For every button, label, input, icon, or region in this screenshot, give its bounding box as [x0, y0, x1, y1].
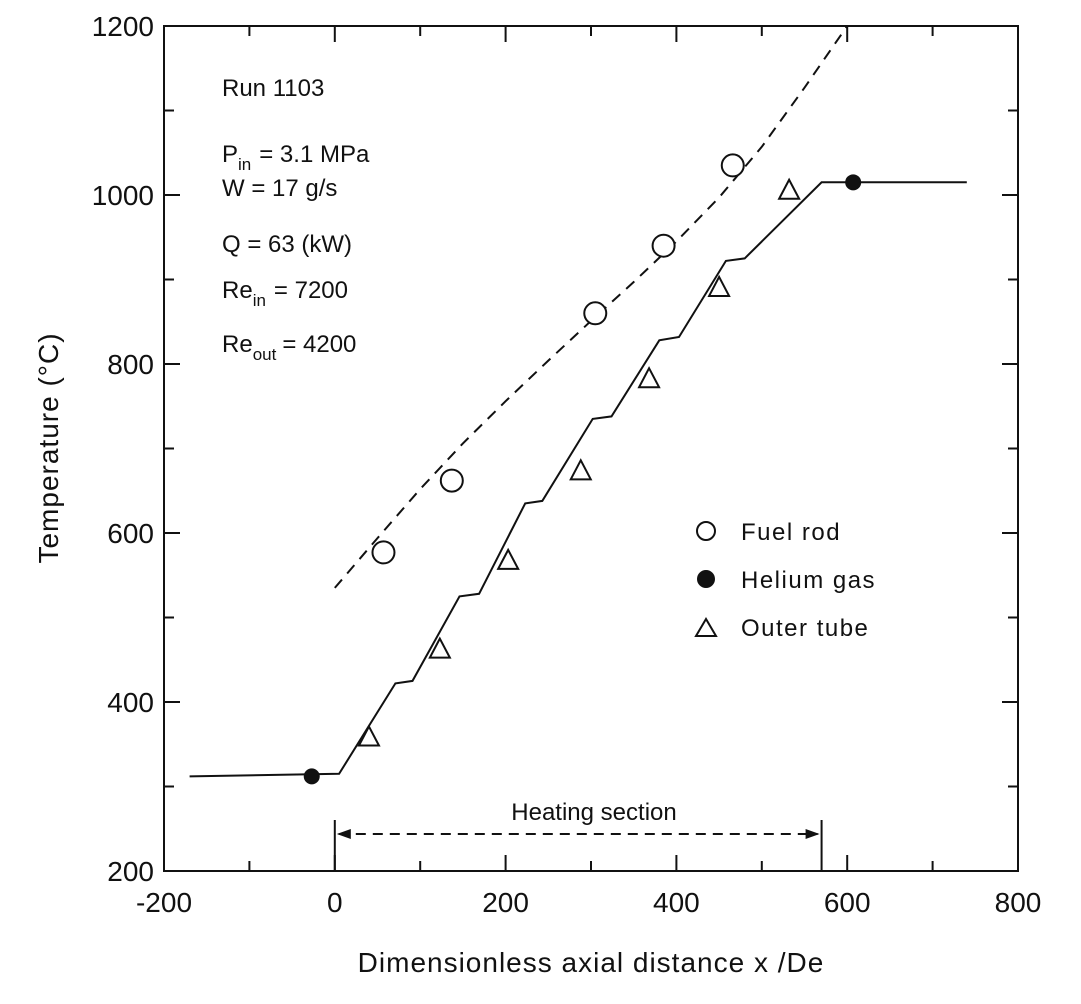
outer-tube-point: [428, 636, 452, 659]
run-label: Run 1103: [222, 75, 324, 102]
x-tick-label: -200: [136, 887, 192, 918]
x-tick-label: 0: [327, 887, 343, 918]
heating-section-label: Heating section: [511, 799, 676, 826]
legend: Fuel rod Helium gas Outer tube: [694, 519, 876, 642]
fuel-rod-point: [371, 540, 396, 565]
x-tick-label: 800: [995, 887, 1042, 918]
fuel-rod-point: [720, 153, 745, 178]
reynolds-out-label: Reout = 4200: [222, 331, 356, 364]
x-tick-label: 400: [653, 887, 700, 918]
outer-tube-point: [357, 724, 381, 747]
heating-arrow-left-head: [336, 829, 351, 839]
legend-outer-tube-marker: [694, 617, 718, 637]
y-tick-label: 600: [107, 518, 154, 549]
x-tick-label: 600: [824, 887, 871, 918]
x-axis-title: Dimensionless axial distance x /De: [358, 947, 825, 978]
fuel-rod-point: [439, 468, 464, 493]
y-tick-label: 400: [107, 687, 154, 718]
y-tick-label: 1000: [92, 180, 154, 211]
y-tick-label: 1200: [92, 11, 154, 42]
legend-fuel-rod-label: Fuel rod: [741, 519, 841, 546]
pressure-in-label: Pin = 3.1 MPa: [222, 141, 370, 174]
legend-helium-gas-label: Helium gas: [741, 567, 876, 594]
flow-rate-label: W = 17 g/s: [222, 175, 337, 202]
outer-tube-point: [496, 547, 520, 570]
axis-ticks: [163, 25, 1019, 872]
y-axis-title: Temperature (°C): [33, 332, 64, 563]
power-label: Q = 63 (kW): [222, 231, 352, 258]
tick-labels: -200 0 200 400 600 800 200 400 600 800 1000 1200: [92, 11, 1042, 918]
fuel-rod-point: [651, 233, 676, 258]
helium-gas-point: [845, 174, 862, 191]
legend-fuel-rod-marker: [696, 521, 716, 541]
outer-tube-point: [569, 458, 593, 481]
heating-arrow-right-head: [805, 829, 820, 839]
fuel-rod-point: [583, 301, 608, 326]
outer-tube-calculated-line: [189, 181, 967, 778]
x-tick-label: 200: [482, 887, 529, 918]
run-conditions: Run 1103 Pin = 3.1 MPa W = 17 g/s Q = 63 …: [222, 75, 370, 364]
y-tick-label: 200: [107, 856, 154, 887]
y-tick-label: 800: [107, 349, 154, 380]
outer-tube-point: [777, 177, 801, 200]
outer-tube-point: [707, 274, 731, 297]
legend-helium-gas-marker: [697, 570, 715, 588]
series-markers: [303, 153, 862, 785]
reynolds-in-label: Rein = 7200: [222, 277, 348, 310]
outer-tube-point: [637, 366, 661, 389]
legend-outer-tube-label: Outer tube: [741, 615, 869, 642]
series-lines: [189, 25, 967, 778]
heating-section-marker: Heating section: [333, 799, 823, 872]
helium-gas-point: [303, 768, 320, 785]
